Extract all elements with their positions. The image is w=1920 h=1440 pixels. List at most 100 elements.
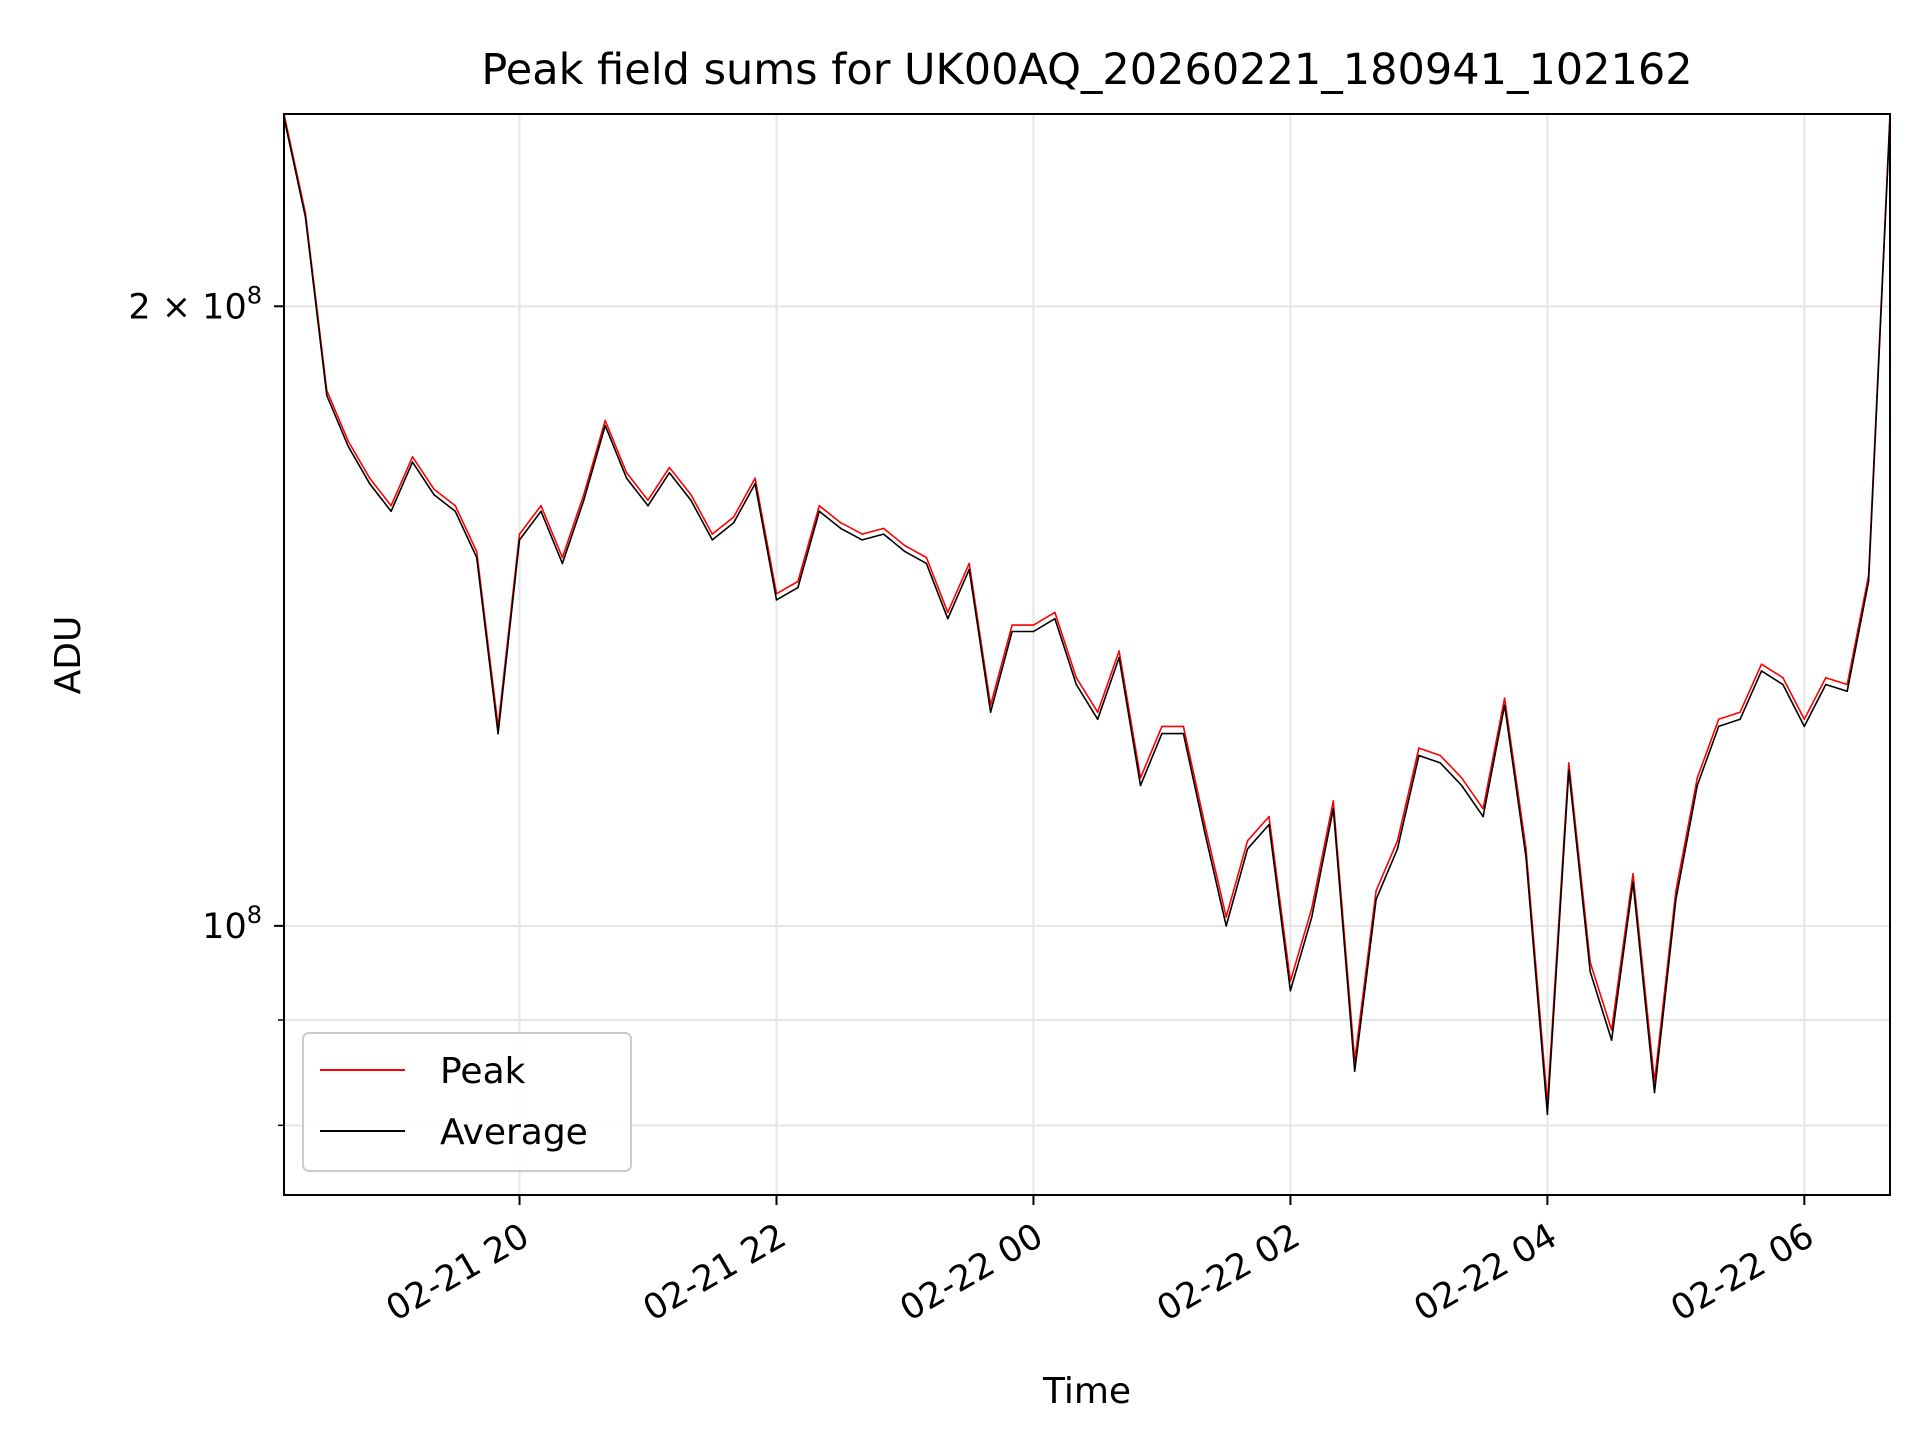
data-point-peak bbox=[1268, 815, 1270, 818]
data-point-average bbox=[1161, 732, 1163, 735]
data-point-peak bbox=[904, 544, 906, 547]
data-point-average bbox=[668, 472, 671, 474]
data-point-peak bbox=[1011, 624, 1013, 626]
data-point-peak bbox=[1075, 676, 1078, 679]
data-point-peak bbox=[797, 580, 799, 583]
data-point-average bbox=[1353, 1070, 1356, 1072]
data-point-peak bbox=[540, 504, 542, 507]
data-point-peak bbox=[1182, 725, 1185, 728]
data-point-average bbox=[1632, 881, 1634, 883]
data-point-average bbox=[1760, 670, 1763, 672]
data-point-peak bbox=[433, 488, 435, 490]
data-point-average bbox=[1246, 848, 1249, 850]
data-point-average bbox=[1825, 683, 1827, 686]
data-point-peak bbox=[1717, 718, 1720, 721]
data-point-average bbox=[1846, 690, 1848, 693]
data-point-peak bbox=[947, 611, 949, 614]
legend-average-label: Average bbox=[440, 1112, 588, 1153]
data-point-peak bbox=[475, 550, 478, 553]
y-tick-label-mantissa: 10 bbox=[202, 907, 247, 947]
data-point-peak bbox=[1375, 890, 1377, 892]
y-axis-label: ADU bbox=[48, 616, 89, 695]
data-point-peak bbox=[1675, 890, 1677, 892]
data-point-peak bbox=[347, 440, 350, 442]
data-point-peak bbox=[1846, 683, 1848, 686]
data-point-average bbox=[1139, 784, 1142, 787]
data-point-average bbox=[1589, 970, 1591, 973]
data-point-peak bbox=[1439, 754, 1442, 757]
data-point-peak bbox=[1225, 916, 1227, 918]
data-point-peak bbox=[647, 499, 649, 502]
data-point-peak bbox=[1760, 663, 1763, 665]
data-point-average bbox=[433, 493, 435, 496]
data-point-peak bbox=[1739, 711, 1741, 713]
data-point-peak bbox=[1482, 807, 1484, 810]
data-point-peak bbox=[861, 533, 863, 535]
data-point-average bbox=[1311, 916, 1313, 918]
data-point-peak bbox=[1418, 747, 1420, 749]
data-point-peak bbox=[882, 527, 885, 530]
data-point-average bbox=[711, 539, 714, 541]
data-point-average bbox=[1396, 848, 1399, 850]
data-point-average bbox=[989, 711, 992, 713]
data-point-peak bbox=[1825, 676, 1827, 679]
data-point-peak bbox=[1246, 839, 1249, 842]
data-point-average bbox=[1032, 630, 1035, 633]
data-point-peak bbox=[625, 472, 628, 474]
data-point-average bbox=[647, 504, 649, 507]
data-point-average bbox=[1610, 1039, 1613, 1041]
data-point-average bbox=[882, 533, 885, 535]
data-point-average bbox=[1225, 925, 1227, 927]
data-point-peak bbox=[518, 533, 521, 535]
data-point-peak bbox=[1803, 718, 1806, 721]
data-point-average bbox=[1332, 807, 1335, 810]
data-point-peak bbox=[604, 419, 606, 422]
data-point-peak bbox=[754, 477, 756, 480]
data-point-average bbox=[1096, 718, 1099, 721]
data-point-average bbox=[1503, 704, 1506, 706]
series-lines bbox=[283, 113, 1891, 1115]
data-point-peak bbox=[1032, 624, 1035, 626]
data-point-peak bbox=[1311, 907, 1313, 909]
plot-frame bbox=[283, 113, 1891, 1196]
data-point-average bbox=[454, 510, 457, 513]
data-point-peak bbox=[1568, 762, 1570, 764]
data-point-peak bbox=[1054, 611, 1056, 614]
data-point-average bbox=[540, 510, 542, 513]
data-point-average bbox=[775, 599, 778, 601]
data-point-peak bbox=[690, 493, 692, 496]
y-tick-label: 2 × 108 bbox=[128, 281, 262, 327]
data-point-peak bbox=[1396, 839, 1399, 842]
data-point-average bbox=[839, 527, 842, 530]
data-point-average bbox=[1803, 725, 1806, 728]
data-point-average bbox=[754, 482, 756, 485]
data-point-average bbox=[368, 482, 371, 485]
grid bbox=[284, 114, 1890, 1195]
data-point-peak bbox=[561, 556, 564, 559]
data-point-average bbox=[583, 499, 585, 502]
data-point-average bbox=[861, 539, 863, 541]
legend-box bbox=[302, 1032, 632, 1172]
data-point-average bbox=[411, 461, 414, 463]
y-tick-label-exponent: 8 bbox=[247, 901, 262, 929]
data-point-peak bbox=[925, 556, 928, 559]
data-point-average bbox=[1867, 580, 1870, 583]
data-point-average bbox=[1546, 1113, 1549, 1115]
data-point-average bbox=[326, 394, 328, 397]
data-point-peak bbox=[839, 521, 842, 524]
data-point-average bbox=[1289, 989, 1292, 992]
series-line-peak bbox=[283, 113, 1891, 1104]
series-line-average bbox=[283, 117, 1891, 1115]
data-point-average bbox=[1075, 683, 1078, 686]
data-point-average bbox=[1375, 898, 1377, 901]
data-point-average bbox=[904, 550, 906, 553]
data-point-peak bbox=[368, 477, 371, 480]
data-point-average bbox=[1418, 754, 1420, 757]
data-point-peak bbox=[1610, 1029, 1613, 1031]
data-point-average bbox=[797, 586, 799, 589]
legend-peak-label: Peak bbox=[440, 1051, 526, 1092]
y-tick-label-exponent: 8 bbox=[247, 281, 262, 309]
data-point-peak bbox=[818, 504, 821, 507]
data-point-peak bbox=[390, 504, 392, 507]
